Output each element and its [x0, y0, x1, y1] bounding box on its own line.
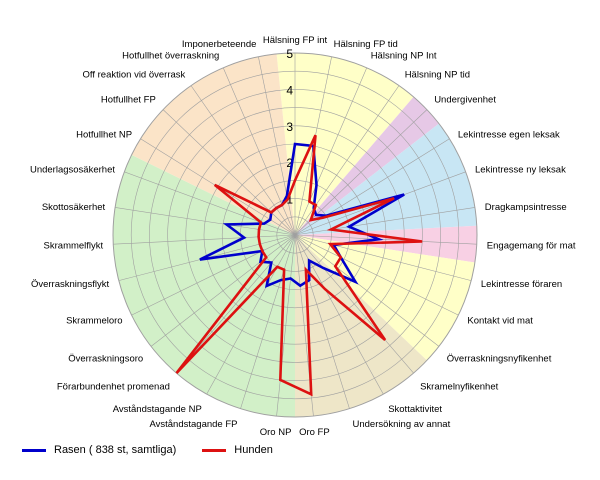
background-sector [131, 53, 295, 236]
tick-label: 2 [286, 156, 293, 170]
axis-label: Hotfullhet FP [101, 95, 156, 106]
axis-label: Off reaktion vid överrask [83, 69, 186, 80]
spoke [294, 234, 350, 409]
axis-label: Skrammeloro [66, 316, 123, 327]
spoke [150, 234, 296, 347]
background-sector [295, 235, 427, 417]
axis-label: Förarbundenhet promenad [57, 382, 170, 393]
spoke [124, 171, 296, 236]
spoke [294, 171, 466, 236]
spoke [131, 234, 296, 316]
axis-label: Hälsning NP Int [371, 51, 437, 62]
axis-label: Överraskningsnyfikenhet [447, 354, 552, 365]
axis-label: Hotfullhet NP [76, 129, 132, 140]
spoke [115, 207, 296, 236]
legend-item-rasen: Rasen ( 838 st, samtliga) [22, 444, 176, 456]
axis-label: Imponerbeteende [182, 39, 256, 50]
spoke [206, 234, 296, 395]
axis-label: Lekintresse egen leksak [458, 129, 560, 140]
spoke [162, 109, 296, 236]
axis-label: Överraskningsflykt [31, 279, 109, 290]
spoke [258, 56, 296, 236]
spoke [113, 234, 296, 245]
axis-label: Dragkampsintresse [485, 202, 567, 213]
spoke [294, 67, 368, 236]
axis-label: Skottaktivitet [388, 404, 442, 415]
axis-label: Hälsning NP tid [405, 69, 470, 80]
legend: Rasen ( 838 st, samtliga) Hunden [22, 444, 273, 456]
spoke [190, 85, 296, 236]
spoke [276, 234, 296, 417]
axis-label: Underlagsosäkerhet [30, 164, 115, 175]
spoke [294, 85, 400, 236]
axis-label: Överraskningsoro [68, 354, 143, 365]
axis-label: Avståndstagande FP [149, 419, 237, 430]
axis-label: Hälsning FP int [263, 35, 328, 46]
axis-label: Oro FP [299, 427, 330, 438]
legend-swatch-hunden [202, 448, 227, 452]
legend-swatch-rasen [22, 448, 46, 452]
axis-label: Skramelnyfikenhet [420, 382, 499, 393]
tick-label: 4 [286, 83, 293, 97]
axis-label: Skottosäkerhet [42, 202, 106, 213]
spoke [294, 234, 414, 374]
spoke [176, 234, 296, 374]
axis-label: Engagemang för mat [487, 241, 576, 252]
spoke [222, 67, 296, 236]
spoke [294, 234, 472, 281]
spoke [294, 207, 475, 236]
series-line-hunden [175, 134, 423, 397]
axis-label: Undersökning av annat [353, 419, 451, 430]
legend-label-rasen: Rasen ( 838 st, samtliga) [54, 444, 177, 456]
spoke [294, 234, 459, 316]
axis-label: Kontakt vid mat [467, 316, 533, 327]
axis-label: Lekintresse föraren [481, 279, 562, 290]
axis-label: Avståndstagande NP [113, 404, 202, 415]
spoke [240, 234, 296, 409]
axis-label: Hälsning FP tid [334, 39, 398, 50]
axis-label: Hotfullhet överraskning [122, 51, 219, 62]
axis-label: Undergivenhet [434, 95, 496, 106]
axis-label: Oro NP [260, 427, 292, 438]
tick-label: 1 [286, 193, 293, 207]
tick-label: 3 [286, 120, 293, 134]
legend-label-hunden: Hunden [234, 444, 273, 456]
axis-label: Skrammelflykt [44, 241, 104, 252]
background-sector [295, 123, 477, 235]
background-sector [295, 225, 478, 263]
spoke [294, 234, 440, 347]
background-sector [113, 154, 295, 417]
legend-item-hunden: Hunden [202, 444, 273, 456]
spoke [294, 234, 477, 245]
tick-label: 5 [286, 47, 293, 61]
axis-label: Lekintresse ny leksak [475, 164, 566, 175]
